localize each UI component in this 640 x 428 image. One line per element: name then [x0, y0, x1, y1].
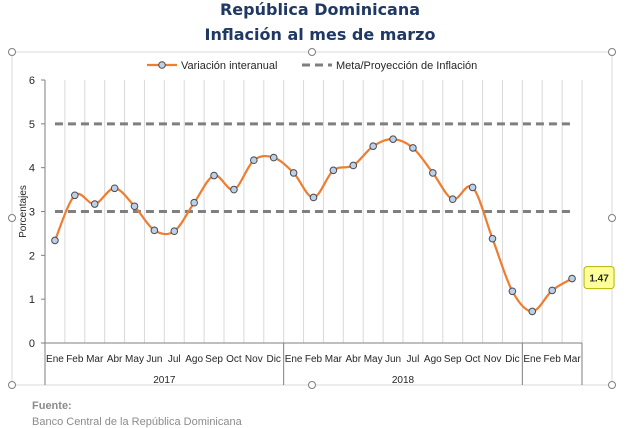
x-tick-label: Ago — [424, 354, 442, 365]
data-point — [150, 226, 159, 235]
x-tick-label: Jun — [146, 354, 162, 365]
x-tick-label: Nov — [484, 354, 502, 365]
x-tick-label: Feb — [305, 354, 323, 365]
x-tick-label: Dic — [505, 354, 519, 365]
data-point — [548, 286, 556, 295]
x-tick-label: Sep — [205, 354, 223, 365]
x-tick-label: Sep — [444, 354, 462, 365]
x-tick-label: Jul — [168, 354, 181, 365]
x-group-label: 2018 — [392, 375, 415, 386]
resize-handle — [608, 381, 616, 389]
x-tick-label: May — [125, 354, 144, 365]
data-point — [110, 184, 119, 193]
data-point — [71, 191, 79, 200]
data-point — [51, 236, 59, 245]
data-point — [349, 161, 358, 170]
x-tick-label: Mar — [563, 354, 581, 365]
data-point — [429, 169, 437, 177]
x-tick-label: Oct — [226, 354, 242, 365]
data-point — [190, 198, 198, 207]
data-point — [389, 135, 397, 143]
x-tick-label: Feb — [66, 354, 84, 365]
data-point — [289, 169, 298, 177]
data-point — [250, 156, 258, 165]
data-point — [448, 195, 457, 204]
data-point — [90, 200, 99, 208]
source-text: Banco Central de la República Dominicana — [32, 416, 242, 428]
data-point — [468, 183, 477, 192]
data-point — [488, 234, 497, 243]
legend-label-variacion: Variación interanual — [181, 60, 277, 72]
legend-marker — [158, 61, 166, 69]
data-point — [210, 171, 218, 180]
x-tick-label: Ene — [46, 354, 64, 365]
x-tick-label: Ago — [185, 354, 203, 365]
x-tick-label: Abr — [345, 354, 361, 365]
x-tick-label: Mar — [86, 354, 104, 365]
resize-handle — [8, 214, 16, 222]
data-point — [369, 142, 377, 150]
x-tick-label: Feb — [544, 354, 562, 365]
resize-handle — [308, 48, 316, 56]
x-tick-label: Dic — [266, 354, 280, 365]
x-tick-label: Ene — [285, 354, 303, 365]
chart-subtitle: Inflación al mes de marzo — [204, 25, 436, 44]
resize-handle — [608, 48, 616, 56]
x-tick-label: Mar — [325, 354, 343, 365]
resize-handle — [308, 381, 316, 389]
x-tick-label: Jul — [407, 354, 420, 365]
data-point — [508, 287, 517, 296]
series-line-variacion — [53, 138, 573, 313]
y-axis-label: Porcentajes — [18, 185, 29, 238]
data-point — [309, 193, 318, 202]
data-callout-box — [583, 266, 615, 290]
data-point — [329, 166, 338, 175]
chart-title: República Dominicana — [219, 0, 421, 19]
y-tick-label: 6 — [29, 75, 35, 87]
data-label: 1.47 — [589, 274, 609, 285]
data-point — [230, 185, 238, 194]
x-tick-label: Nov — [245, 354, 263, 365]
y-tick-label: 0 — [29, 338, 35, 350]
x-tick-label: May — [364, 354, 383, 365]
y-tick-label: 3 — [29, 207, 35, 219]
data-point — [269, 153, 278, 162]
data-point — [170, 227, 179, 236]
resize-handle — [8, 48, 16, 56]
data-point — [409, 144, 417, 152]
resize-handle — [8, 381, 16, 389]
source-label: Fuente: — [32, 400, 72, 412]
y-tick-label: 5 — [29, 119, 35, 131]
data-point — [568, 274, 576, 283]
x-tick-label: Jun — [385, 354, 401, 365]
y-tick-label: 2 — [29, 250, 35, 262]
x-tick-label: Oct — [465, 354, 481, 365]
x-tick-label: Abr — [107, 354, 123, 365]
y-tick-label: 1 — [29, 294, 35, 306]
x-group-label: 2017 — [153, 375, 176, 386]
y-tick-label: 4 — [29, 163, 35, 175]
x-tick-label: Ene — [523, 354, 541, 365]
resize-handle — [608, 214, 616, 222]
data-point — [528, 307, 537, 316]
data-point — [130, 202, 139, 211]
legend-label-meta: Meta/Proyección de Inflación — [336, 60, 477, 72]
